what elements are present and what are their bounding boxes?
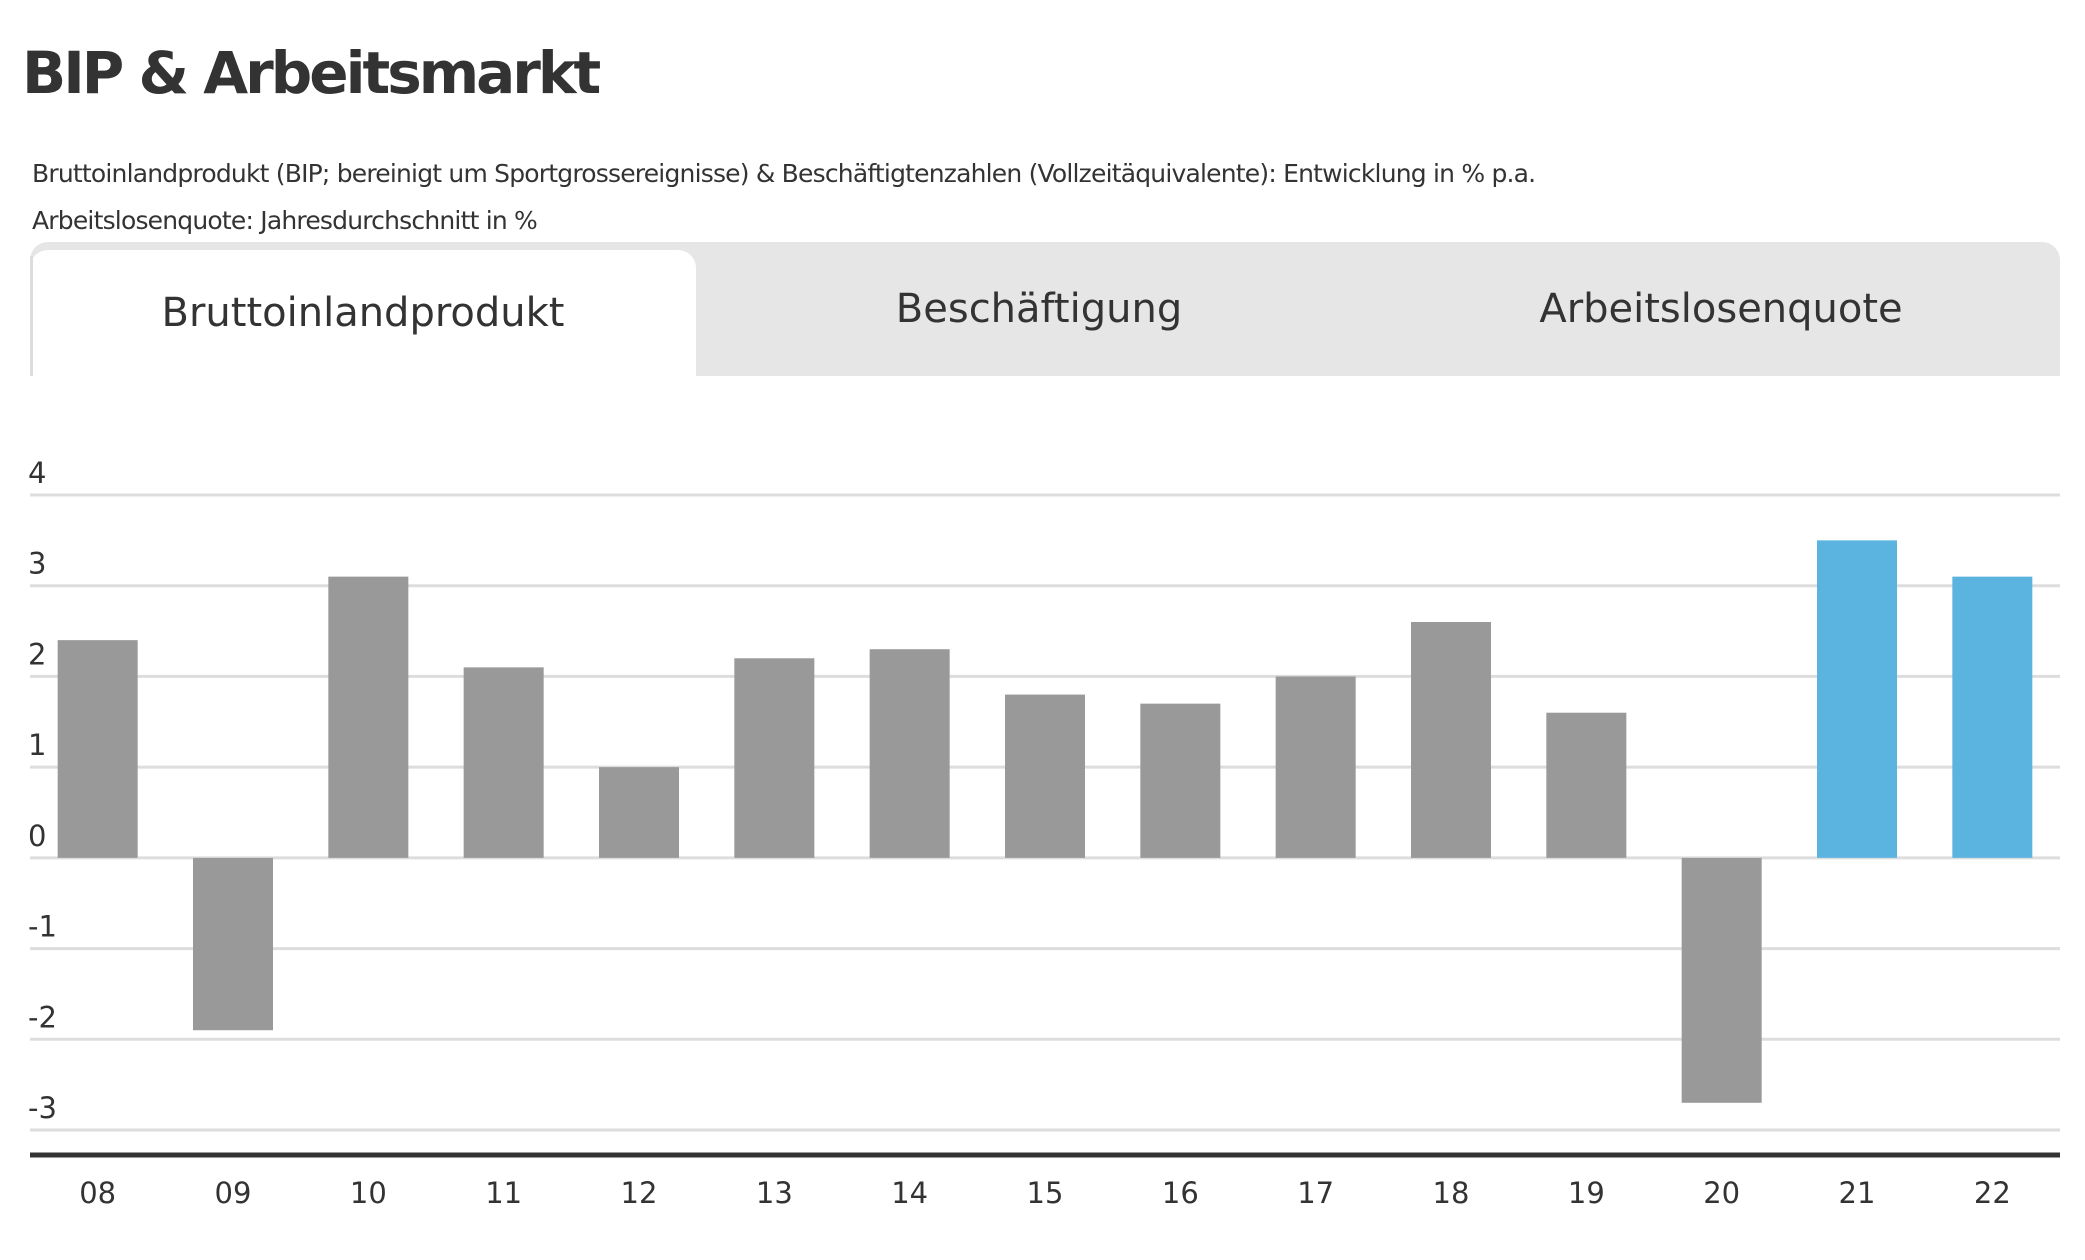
x-tick-label: 08 (79, 1176, 116, 1210)
y-tick-label: 0 (28, 819, 46, 853)
x-tick-label: 20 (1703, 1176, 1740, 1210)
x-tick-label: 21 (1839, 1176, 1876, 1210)
bar-09 (193, 857, 273, 1031)
tab-arbeitslosenquote[interactable]: Arbeitslosenquote (1539, 286, 1903, 332)
bar-17 (1275, 676, 1356, 858)
y-tick-label: 3 (28, 547, 46, 581)
tab-bar: Bruttoinlandprodukt Beschäftigung Arbeit… (30, 242, 2060, 376)
y-tick-label: -1 (28, 910, 57, 944)
y-tick-label: -2 (28, 1000, 57, 1034)
y-tick-label: 1 (28, 728, 46, 762)
bar-11 (463, 667, 544, 858)
x-tick-label: 17 (1297, 1176, 1334, 1210)
x-tick-label: 14 (891, 1176, 928, 1210)
bar-22 (1952, 576, 2033, 858)
page-title: BIP & Arbeitsmarkt (22, 39, 601, 107)
x-tick-label: 11 (485, 1176, 522, 1210)
x-tick-label: 10 (350, 1176, 387, 1210)
x-tick-label: 13 (756, 1176, 793, 1210)
bar-21 (1817, 540, 1897, 858)
y-tick-label: 4 (28, 456, 46, 490)
x-tick-label: 09 (215, 1176, 252, 1210)
x-tick-label: 18 (1433, 1176, 1470, 1210)
bar-20 (1681, 857, 1762, 1103)
y-tick-label: -3 (28, 1091, 57, 1125)
x-tick-label: 16 (1162, 1176, 1199, 1210)
x-tick-label: 22 (1974, 1176, 2011, 1210)
bar-16 (1140, 703, 1221, 858)
tab-beschaeftigung[interactable]: Beschäftigung (895, 286, 1183, 332)
bar-08 (57, 640, 138, 858)
bar-19 (1546, 712, 1627, 858)
x-tick-label: 15 (1027, 1176, 1064, 1210)
chart-area: 4 3 2 1 0 -1 -2 -3 08 09 10 11 12 13 14 15 16 17 18 19 20 21 2… (0, 420, 2085, 1240)
tab-bruttoinlandprodukt[interactable]: Bruttoinlandprodukt (30, 250, 696, 376)
bar-10 (328, 576, 409, 858)
x-tick-label: 12 (621, 1176, 658, 1210)
bar-15 (1005, 694, 1085, 858)
y-tick-label: 2 (28, 637, 46, 671)
bar-12 (599, 767, 679, 858)
bar-18 (1411, 622, 1491, 858)
chart-subtitle: Bruttoinlandprodukt (BIP; bereinigt um S… (32, 150, 1536, 244)
subtitle-line-1: Bruttoinlandprodukt (BIP; bereinigt um S… (32, 159, 1536, 188)
subtitle-line-2: Arbeitslosenquote: Jahresdurchschnitt in… (32, 206, 538, 235)
x-tick-label: 19 (1568, 1176, 1605, 1210)
bar-14 (869, 649, 950, 858)
bar-13 (734, 658, 815, 858)
